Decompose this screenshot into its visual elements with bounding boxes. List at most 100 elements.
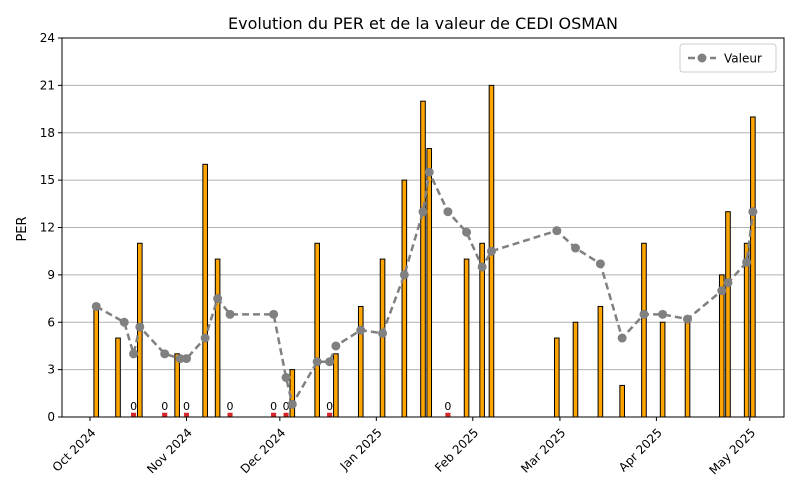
valeur-point [91,301,101,311]
bar [463,258,470,418]
zero-bar [283,412,289,418]
valeur-point [639,309,649,319]
legend: Valeur [679,43,777,73]
bar-value-label: 0 [270,400,277,413]
valeur-point [225,309,235,319]
y-tick-label: 3 [47,363,55,377]
y-tick-label: 15 [40,173,55,187]
bar-value-label: 0 [183,400,190,413]
valeur-point [129,349,139,359]
zero-bar [327,412,333,418]
valeur-point [462,227,472,237]
x-tick-label: Jan 2025 [337,426,385,474]
y-tick-label: 21 [40,78,55,92]
valeur-point [570,243,580,253]
legend-box [679,43,777,73]
valeur-line-series [91,167,758,409]
bar [619,384,625,418]
zero-bar [162,412,168,418]
plot-frame [61,37,785,418]
y-tick-label: 12 [40,221,55,235]
valeur-point [723,278,733,288]
valeur-point [287,399,297,409]
valeur-point [658,309,668,319]
bar [401,179,408,418]
valeur-point [119,317,129,327]
bar [174,353,180,418]
valeur-point [175,354,185,364]
bar [554,337,560,418]
y-tick-label: 18 [40,126,55,140]
bar [420,100,426,418]
valeur-point [443,207,453,217]
legend-label: Valeur [724,52,762,66]
bar [379,258,386,418]
bar [572,321,579,418]
zero-bar [131,412,137,418]
valeur-point [477,262,487,272]
valeur-point [160,349,170,359]
valeur-point [717,286,727,296]
valeur-point [486,246,496,256]
bar [314,242,320,418]
valeur-point [748,207,758,217]
valeur-point [200,333,210,343]
bar [684,321,691,418]
bar [718,274,725,418]
valeur-point [135,322,145,332]
valeur-point [424,167,434,177]
x-tick-label: Oct 2024 [50,426,99,475]
valeur-point [742,257,752,267]
bar [725,211,731,418]
x-tick-label: Nov 2024 [144,426,195,477]
bar-value-label: 0 [326,400,333,413]
bar-value-label: 0 [444,400,451,413]
y-axis-label: PER [15,216,30,241]
valeur-point [281,373,291,383]
bar [357,305,364,418]
valeur-point [552,226,562,236]
bar [641,242,647,418]
zero-bar [227,412,233,418]
valeur-point [378,328,388,338]
bar-value-label: 0 [227,400,234,413]
valeur-point [325,357,335,367]
x-tick-label: Mar 2025 [518,426,568,476]
y-tick-label: 6 [47,315,55,329]
valeur-point [181,354,191,364]
x-tick-label: Dec 2024 [238,426,289,477]
bar [115,337,121,418]
bar [426,148,433,418]
bar [93,305,100,418]
valeur-point [617,333,627,343]
valeur-point [331,341,341,351]
valeur-point [399,270,409,280]
bar-value-label: 0 [161,400,168,413]
bar [202,163,208,418]
y-tick-label: 9 [47,268,55,282]
y-tick-label: 0 [47,410,55,424]
bar [333,353,339,418]
y-tick-label: 24 [40,31,55,45]
bar-value-label: 0 [130,400,137,413]
bar [659,321,666,418]
valeur-point [683,314,693,324]
valeur-point [418,207,428,217]
bar [750,116,756,418]
bar-series [93,84,756,418]
zero-bar [271,412,277,418]
valeur-point [312,357,322,367]
bar [214,258,221,418]
valeur-point [213,294,223,304]
bar-value-label: 0 [283,400,290,413]
bar [597,305,604,418]
zero-bar [445,412,451,418]
x-tick-label: Apr 2025 [616,426,665,475]
axes: 0 3 6 9 12 15 18 21 24 Oct 2024 Nov 2024 Dec 2024 Ja… [40,31,785,477]
legend-marker [697,53,707,63]
valeur-point [595,259,605,269]
zero-bar [183,412,190,418]
